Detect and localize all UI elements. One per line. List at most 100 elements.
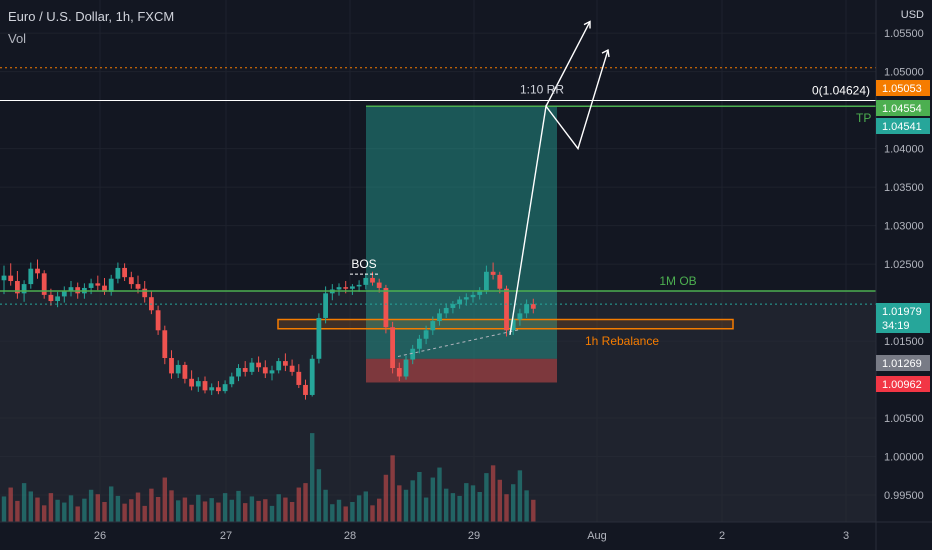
- candle-body: [195, 381, 201, 387]
- candle-body: [430, 321, 436, 331]
- price-tag: [876, 118, 930, 134]
- candle-body: [370, 277, 375, 283]
- candle-body: [316, 317, 322, 359]
- volume-bar: [269, 505, 275, 522]
- candle-body: [356, 284, 362, 287]
- x-tick-label: 27: [220, 530, 232, 542]
- volume-bar: [531, 499, 536, 522]
- candle-body: [336, 287, 342, 290]
- volume-bar: [383, 474, 389, 522]
- candle-body: [417, 338, 422, 349]
- time-axis[interactable]: 26 27 28 29 Aug 2 3: [94, 530, 849, 542]
- candle-body: [222, 384, 228, 392]
- candle-body: [289, 365, 295, 372]
- candle-body: [202, 381, 208, 391]
- candle-body: [530, 304, 536, 309]
- candle-body: [55, 296, 60, 302]
- volume-bar: [62, 502, 67, 522]
- volume-bar: [82, 498, 87, 522]
- price-tag-text: 1.04554: [882, 103, 922, 115]
- x-tick-label: Aug: [587, 530, 607, 542]
- volume-bar: [323, 489, 328, 522]
- bos-label: BOS: [351, 257, 376, 271]
- candle-body: [169, 358, 174, 374]
- candle-body: [296, 371, 302, 385]
- candle-body: [242, 368, 248, 372]
- candle-body: [256, 362, 261, 368]
- volume-bar: [162, 477, 167, 522]
- volume-bar: [115, 495, 121, 522]
- candle-body: [216, 387, 221, 392]
- volume-bar: [484, 473, 489, 522]
- candle-body: [303, 384, 308, 395]
- candle-body: [95, 283, 101, 286]
- candle-body: [470, 294, 476, 298]
- volume-bar: [15, 500, 20, 522]
- volume-bar: [88, 489, 94, 522]
- candle-body: [182, 364, 188, 379]
- y-tick-label: 1.02500: [884, 259, 924, 271]
- y-tick-label: 1.05500: [884, 28, 924, 40]
- volume-bar: [303, 483, 308, 522]
- volume-bar: [497, 479, 502, 522]
- volume-bar: [216, 502, 221, 522]
- volume-bar: [21, 483, 27, 522]
- volume-bar: [296, 487, 301, 522]
- volume-bar: [68, 495, 74, 522]
- y-tick-label: 1.05000: [884, 67, 924, 79]
- volume-bar: [350, 502, 355, 522]
- candle-body: [61, 291, 67, 297]
- volume-bar: [370, 505, 375, 522]
- candles: [1, 259, 536, 400]
- volume-bar: [102, 502, 107, 522]
- projection-path-alt: [545, 21, 591, 107]
- volume-indicator-label[interactable]: Vol: [8, 31, 27, 46]
- volume-bar: [430, 477, 435, 522]
- x-tick-label: 2: [719, 530, 725, 542]
- y-tick-label: 1.01500: [884, 336, 924, 348]
- candle-body: [510, 319, 516, 331]
- arrow-head: [583, 20, 591, 29]
- candle-body: [75, 287, 81, 294]
- volume-bar: [55, 499, 60, 522]
- candle-body: [8, 275, 14, 282]
- volume-bar: [310, 433, 315, 522]
- volume-bar: [75, 506, 80, 522]
- volume-bar: [356, 495, 362, 522]
- price-tag-text: 1.05053: [882, 83, 922, 95]
- candle-body: [122, 267, 127, 278]
- candle-body: [269, 370, 275, 374]
- y-tick-label: 1.00000: [884, 452, 924, 464]
- volume-bar: [289, 502, 295, 522]
- volume-bar: [209, 498, 214, 522]
- volume-bar: [149, 488, 154, 522]
- volume-bar: [109, 486, 114, 522]
- candle-body: [524, 304, 529, 314]
- price-tag-text: 34:19: [882, 320, 910, 332]
- price-tag: [876, 317, 930, 333]
- candle-body: [128, 277, 134, 285]
- candle-body: [209, 387, 215, 391]
- volume-bar: [276, 494, 281, 522]
- drawing-lines: [0, 20, 876, 357]
- candle-body: [437, 313, 442, 322]
- price-axis[interactable]: 1.05500 1.05000 1.04000 1.03500 1.03000 1.025…: [884, 28, 924, 502]
- candle-body: [443, 307, 449, 314]
- volume-bar: [8, 487, 13, 522]
- volume-bars: [1, 433, 536, 522]
- candle-body: [350, 286, 355, 289]
- candle-body: [283, 361, 288, 366]
- volume-bar: [222, 493, 228, 522]
- candle-body: [497, 274, 503, 289]
- candle-body: [463, 297, 469, 300]
- volume-bar: [283, 497, 288, 522]
- candle-body: [383, 287, 389, 328]
- price-tags: 1.05053 1.04554 1.04541 1.01979 34:19 1.01269…: [876, 80, 930, 392]
- volume-bar: [403, 489, 409, 522]
- volume-bar: [363, 491, 368, 522]
- volume-bar: [336, 499, 342, 522]
- candle-body: [484, 271, 489, 291]
- symbol-title[interactable]: Euro / U.S. Dollar, 1h, FXCM: [8, 9, 175, 24]
- volume-bar: [457, 495, 462, 522]
